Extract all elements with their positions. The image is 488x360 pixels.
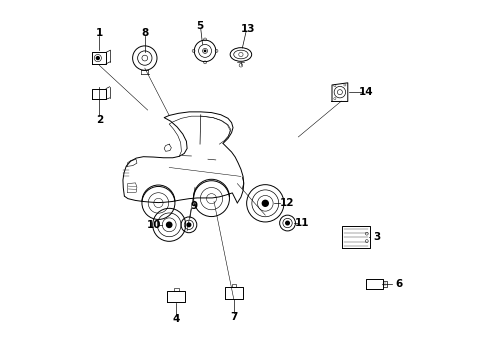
Text: 2: 2 xyxy=(96,115,102,125)
Text: 13: 13 xyxy=(241,24,255,35)
Text: 5: 5 xyxy=(196,21,203,31)
Text: 9: 9 xyxy=(190,201,197,211)
Circle shape xyxy=(262,200,268,206)
Text: 10: 10 xyxy=(146,220,161,230)
Circle shape xyxy=(96,57,99,59)
Text: 3: 3 xyxy=(373,232,380,242)
Text: 1: 1 xyxy=(96,28,102,38)
Text: 7: 7 xyxy=(229,312,237,322)
Circle shape xyxy=(187,223,190,226)
Text: 8: 8 xyxy=(141,28,148,38)
Text: 12: 12 xyxy=(279,198,293,208)
Text: 6: 6 xyxy=(394,279,402,289)
Text: 11: 11 xyxy=(294,218,308,228)
Circle shape xyxy=(204,50,205,51)
Circle shape xyxy=(285,221,289,225)
Text: 4: 4 xyxy=(172,314,180,324)
Text: 14: 14 xyxy=(358,87,373,97)
Circle shape xyxy=(166,222,171,228)
